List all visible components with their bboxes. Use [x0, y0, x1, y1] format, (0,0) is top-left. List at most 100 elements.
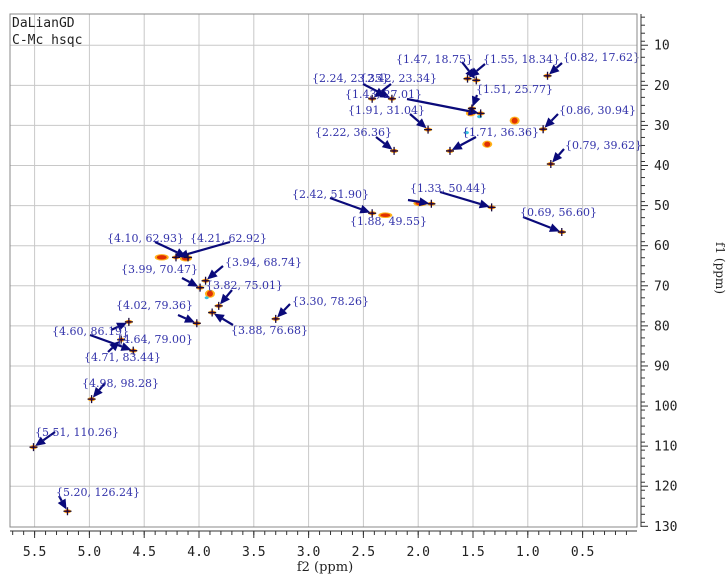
y-tick-label: 130: [654, 520, 677, 535]
peak-arrow-shaft: [439, 190, 481, 205]
peak-arrow-head: [207, 269, 218, 280]
contour-blob: [204, 296, 209, 300]
x-tick-label: 5.5: [23, 545, 46, 560]
y-tick-label: 120: [654, 480, 677, 495]
chart-title-line-1: DaLianGD: [12, 16, 75, 31]
x-tick-label: 1.0: [516, 545, 539, 560]
peak-arrow-head: [465, 68, 476, 79]
y-tick-label: 100: [654, 400, 677, 415]
peak-label: {1.55, 18.34}: [483, 53, 560, 66]
peak-marker: [390, 146, 399, 155]
peak-arrow-shaft: [555, 62, 563, 69]
peak-arrow-head: [109, 341, 120, 352]
peak-marker: [543, 71, 552, 80]
peak-arrow-head: [416, 118, 427, 129]
x-axis-ticks: 5.5 5.0 4.5 4.0 3.5 3.0 2.5 2.0 1.5 1.0 0.5: [12, 531, 627, 560]
y-tick-label: 80: [654, 319, 670, 334]
y-tick-label: 20: [654, 79, 670, 94]
peak-label: {1.43, 27.01}: [345, 88, 422, 101]
peak-marker: [368, 94, 377, 103]
peak-arrow-shaft: [460, 136, 477, 147]
peak-marker: [476, 109, 485, 118]
peak-arrow-shaft: [283, 303, 291, 311]
peak-marker: [192, 319, 201, 328]
x-tick-label: 3.0: [297, 545, 320, 560]
contour-blob: [511, 117, 518, 124]
x-axis-label: f2 (ppm): [297, 560, 353, 575]
peak-label: {0.69, 56.60}: [520, 206, 597, 219]
peak-arrow-head: [220, 293, 230, 305]
peak-arrow-head: [120, 342, 132, 351]
y-tick-label: 70: [654, 279, 670, 294]
y-axis-label: f1 (ppm): [713, 242, 726, 294]
y-tick-label: 40: [654, 159, 670, 174]
peak-arrow-head: [379, 89, 391, 98]
x-tick-label: 3.5: [242, 545, 265, 560]
grid-lines: [10, 14, 637, 527]
peak-marker: [472, 76, 481, 85]
peak-arrow-head: [359, 204, 371, 214]
peak-label: {2.42, 23.34}: [360, 72, 437, 85]
peak-arrow-shaft: [461, 61, 470, 72]
peak-label: {1.71, 36.36}: [462, 126, 539, 139]
peak-marker: [201, 276, 210, 285]
peak-arrow-shaft: [187, 240, 231, 256]
y-tick-label: 90: [654, 359, 670, 374]
peak-label: {2.24, 23.35}: [312, 72, 389, 85]
peak-arrow-head: [177, 249, 189, 259]
contour-peaks: [29, 73, 566, 514]
y-tick-label: 60: [654, 239, 670, 254]
y-tick-label: 110: [654, 440, 677, 455]
peak-label: {2.42, 51.90}: [292, 188, 369, 201]
peak-arrow-head: [548, 223, 560, 232]
peak-arrow-shaft: [110, 325, 119, 332]
x-tick-label: 2.5: [352, 545, 375, 560]
peak-arrow-head: [471, 95, 481, 107]
peak-label: {4.64, 79.00}: [116, 333, 193, 346]
peak-arrow-shaft: [107, 347, 114, 353]
peak-arrow-shaft: [522, 215, 551, 229]
contour-blob: [477, 115, 483, 119]
peak-label: {4.21, 62.92}: [190, 232, 267, 245]
peak-label: {3.99, 70.47}: [121, 263, 198, 276]
peak-arrow-shaft: [409, 113, 420, 123]
peak-arrow-shaft: [225, 289, 233, 298]
peak-label: {4.71, 83.44}: [84, 351, 161, 364]
peak-arrow-head: [552, 152, 563, 163]
peak-marker: [171, 253, 180, 262]
peak-arrow-head: [35, 436, 46, 447]
peak-label: {4.02, 79.36}: [116, 299, 193, 312]
peak-label: {4.98, 98.28}: [82, 377, 159, 390]
peak-arrow-shaft: [214, 265, 224, 274]
peak-arrow-shaft: [329, 196, 362, 211]
peak-label: {1.33, 50.44}: [410, 182, 487, 195]
peak-marker: [463, 74, 472, 83]
peak-arrow-head: [418, 197, 430, 207]
chart-title-line-2: C-Mc hsqc: [12, 33, 82, 48]
x-tick-label: 5.0: [78, 545, 101, 560]
peak-marker: [539, 125, 548, 134]
peak-label: {2.22, 36.36}: [315, 126, 392, 139]
peak-marker: [117, 335, 126, 344]
x-tick-label: 1.5: [461, 545, 484, 560]
peak-label: {1.51, 25.77}: [476, 83, 553, 96]
peak-arrow-shaft: [177, 313, 187, 320]
peak-arrow-shaft: [407, 198, 420, 203]
peak-marker: [214, 301, 223, 310]
peak-marker: [368, 209, 377, 218]
peak-arrow-shaft: [98, 382, 106, 391]
peak-arrow-shaft: [475, 94, 479, 98]
peak-arrow-shaft: [557, 148, 565, 156]
peak-label: {3.94, 68.74}: [225, 256, 302, 269]
contour-blob: [380, 213, 391, 218]
peak-arrow-head: [451, 141, 463, 150]
peak-arrow-head: [478, 199, 490, 209]
peak-label: {0.82, 17.62}: [563, 51, 640, 64]
peak-marker: [184, 253, 193, 262]
peak-marker: [445, 146, 454, 155]
peak-arrow-head: [57, 498, 67, 510]
peak-marker: [124, 317, 133, 326]
peak-marker: [208, 308, 217, 317]
peak-arrow-shaft: [476, 63, 486, 72]
contour-blob: [206, 290, 213, 297]
